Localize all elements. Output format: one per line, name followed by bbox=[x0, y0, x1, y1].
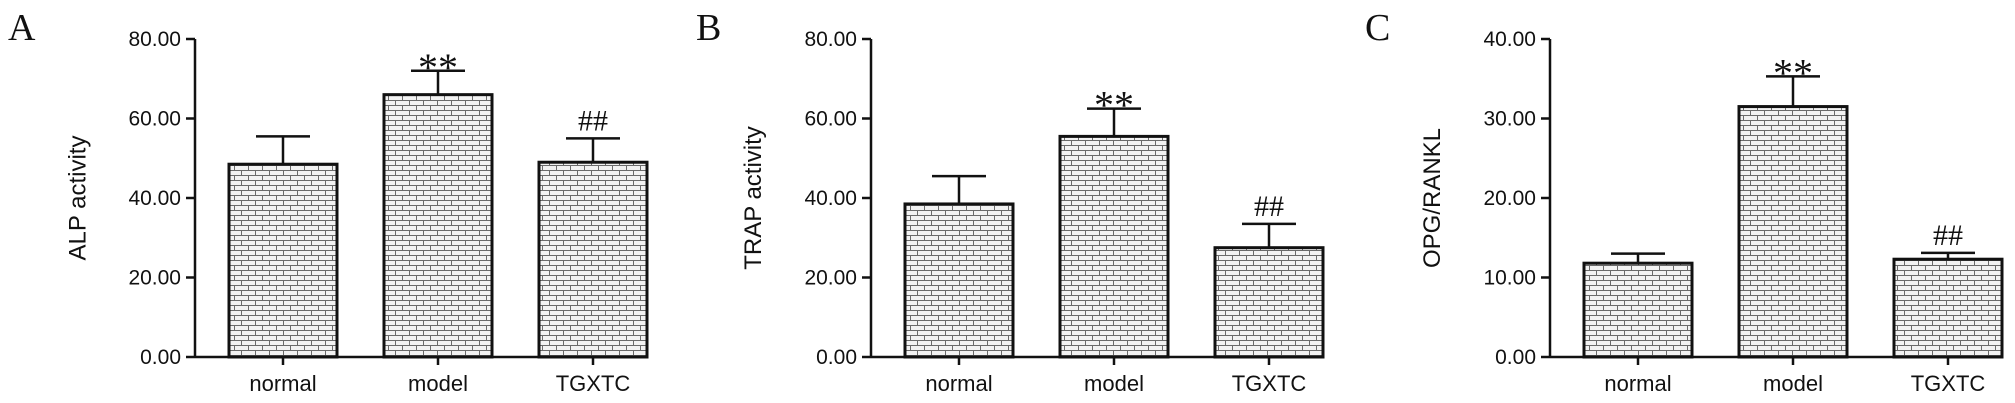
y-tick-label: 0.00 bbox=[816, 346, 857, 369]
y-tick-label: 40.00 bbox=[1483, 28, 1536, 51]
significance-label: ## bbox=[578, 104, 608, 137]
y-tick-label: 20.00 bbox=[1483, 187, 1536, 210]
bar bbox=[1737, 105, 1849, 359]
y-tick-label: 60.00 bbox=[128, 108, 181, 131]
significance-label: ** bbox=[1773, 50, 1813, 95]
bar bbox=[1892, 257, 2004, 359]
x-tick-label: model bbox=[1084, 371, 1144, 396]
bar bbox=[1058, 134, 1170, 359]
y-tick-label: 60.00 bbox=[804, 108, 857, 131]
x-tick-label: normal bbox=[1604, 371, 1671, 396]
y-tick-label: 0.00 bbox=[1495, 346, 1536, 369]
y-tick-label: 80.00 bbox=[804, 28, 857, 51]
y-tick-label: 80.00 bbox=[128, 28, 181, 51]
x-tick-label: TGXTC bbox=[1911, 371, 1986, 396]
bar bbox=[537, 160, 649, 359]
significance-label: ** bbox=[418, 45, 458, 90]
panel-letter: B bbox=[696, 7, 722, 49]
bar bbox=[227, 162, 339, 359]
bar-chart: 0.00 20.00 40.00 60.00 80.00 normal model ** TGX… bbox=[128, 28, 649, 396]
x-tick-label: model bbox=[1763, 371, 1823, 396]
panel-b: B TRAP activity 0.00 20.00 40.00 60.00 80.00… bbox=[676, 0, 1336, 403]
bar bbox=[382, 93, 494, 359]
bar bbox=[903, 202, 1015, 359]
panel-a: A ALP activity 0.00 20.00 40.00 60.00 80.00 n… bbox=[0, 0, 660, 403]
x-tick-label: model bbox=[408, 371, 468, 396]
x-tick-label: normal bbox=[249, 371, 316, 396]
panel-letter: C bbox=[1365, 7, 1391, 49]
x-tick-label: TGXTC bbox=[1232, 371, 1307, 396]
y-tick-label: 30.00 bbox=[1483, 108, 1536, 131]
y-tick-label: 20.00 bbox=[128, 267, 181, 290]
panel-letter: A bbox=[8, 7, 36, 49]
x-tick-label: normal bbox=[925, 371, 992, 396]
y-tick-label: 40.00 bbox=[128, 187, 181, 210]
bar bbox=[1582, 261, 1694, 359]
y-tick-label: 0.00 bbox=[140, 346, 181, 369]
bar-chart: 0.00 20.00 40.00 60.00 80.00 normal model ** TGX… bbox=[804, 28, 1325, 396]
y-tick-label: 10.00 bbox=[1483, 267, 1536, 290]
bar bbox=[1213, 246, 1325, 359]
y-tick-label: 20.00 bbox=[804, 267, 857, 290]
bar-chart: 0.00 10.00 20.00 30.00 40.00 normal model ** TGX… bbox=[1483, 28, 2004, 396]
significance-label: ## bbox=[1254, 190, 1284, 223]
panel-c: C OPG/RANKL 0.00 10.00 20.00 30.00 40.00 norm… bbox=[1355, 0, 2015, 403]
x-tick-label: TGXTC bbox=[556, 371, 631, 396]
significance-label: ** bbox=[1094, 83, 1134, 128]
y-tick-label: 40.00 bbox=[804, 187, 857, 210]
significance-label: ## bbox=[1933, 219, 1963, 252]
